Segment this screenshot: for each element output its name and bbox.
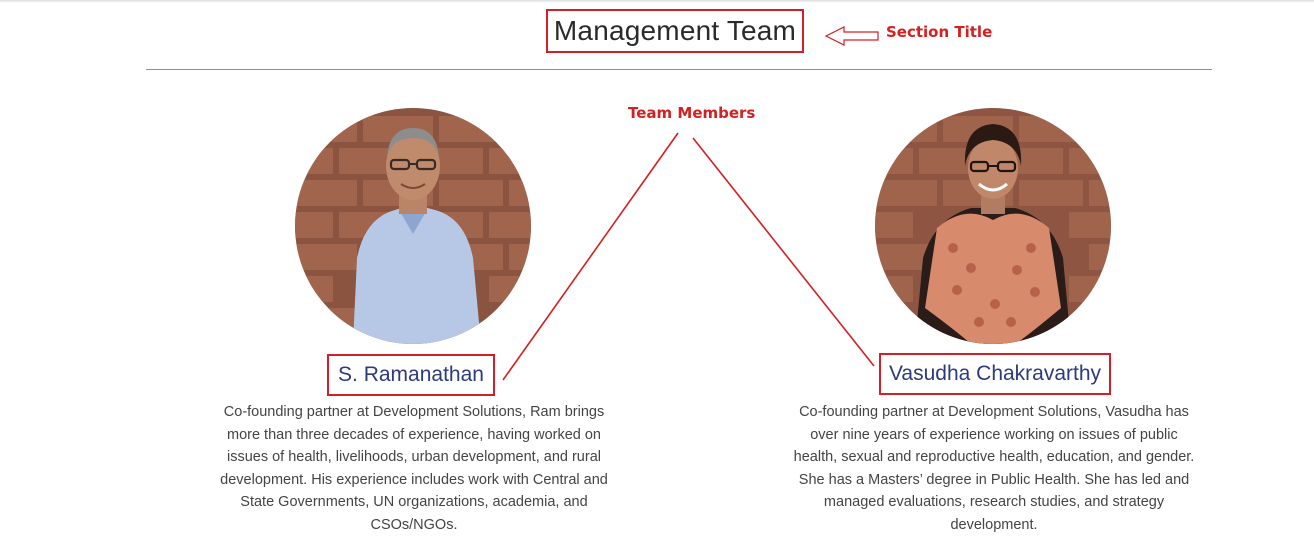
member-name-box: S. Ramanathan: [327, 354, 495, 396]
bio-line: State Governments, UN organizations, aca…: [240, 494, 588, 511]
section-title: Management Team: [546, 9, 804, 53]
member-name: Vasudha Chakravarthy: [888, 362, 1102, 385]
annotation-section-title: Section Title: [886, 23, 993, 41]
bio-line: development. His experience includes wor…: [220, 471, 608, 488]
section-divider: [146, 69, 1212, 70]
bio-line: She has a Masters’ degree in Public Heal…: [798, 471, 1190, 488]
bio-line: health, sexual and reproductive health, …: [793, 449, 1195, 466]
member-bio: Co-founding partner at Development Solut…: [766, 401, 1222, 537]
portrait-man-icon: [295, 108, 531, 344]
member-photo-vasudha: [875, 108, 1111, 344]
bio-line: managed evaluations, research studies, a…: [823, 494, 1165, 511]
member-bio: Co-founding partner at Development Solut…: [192, 401, 636, 537]
member-name-box: Vasudha Chakravarthy: [879, 353, 1111, 395]
annotation-team-members: Team Members: [628, 104, 756, 122]
left-arrow-icon: [824, 26, 879, 46]
bio-line: more than three decades of experience, h…: [226, 426, 601, 443]
bio-line: Co-founding partner at Development Solut…: [799, 404, 1189, 420]
bio-line: Co-founding partner at Development Solut…: [223, 404, 605, 420]
member-photo-ramanathan: [295, 108, 531, 344]
bio-line: issues of health, livelihoods, urban dev…: [226, 449, 601, 466]
portrait-woman-icon: [875, 108, 1111, 344]
bio-line: CSOs/NGOs.: [370, 516, 458, 533]
section-title-text: Management Team: [553, 15, 797, 46]
bio-line: over nine years of experience working on…: [810, 426, 1178, 443]
member-name: S. Ramanathan: [338, 363, 484, 386]
top-shadow-bar: [0, 0, 1314, 3]
bio-line: development.: [950, 516, 1038, 533]
